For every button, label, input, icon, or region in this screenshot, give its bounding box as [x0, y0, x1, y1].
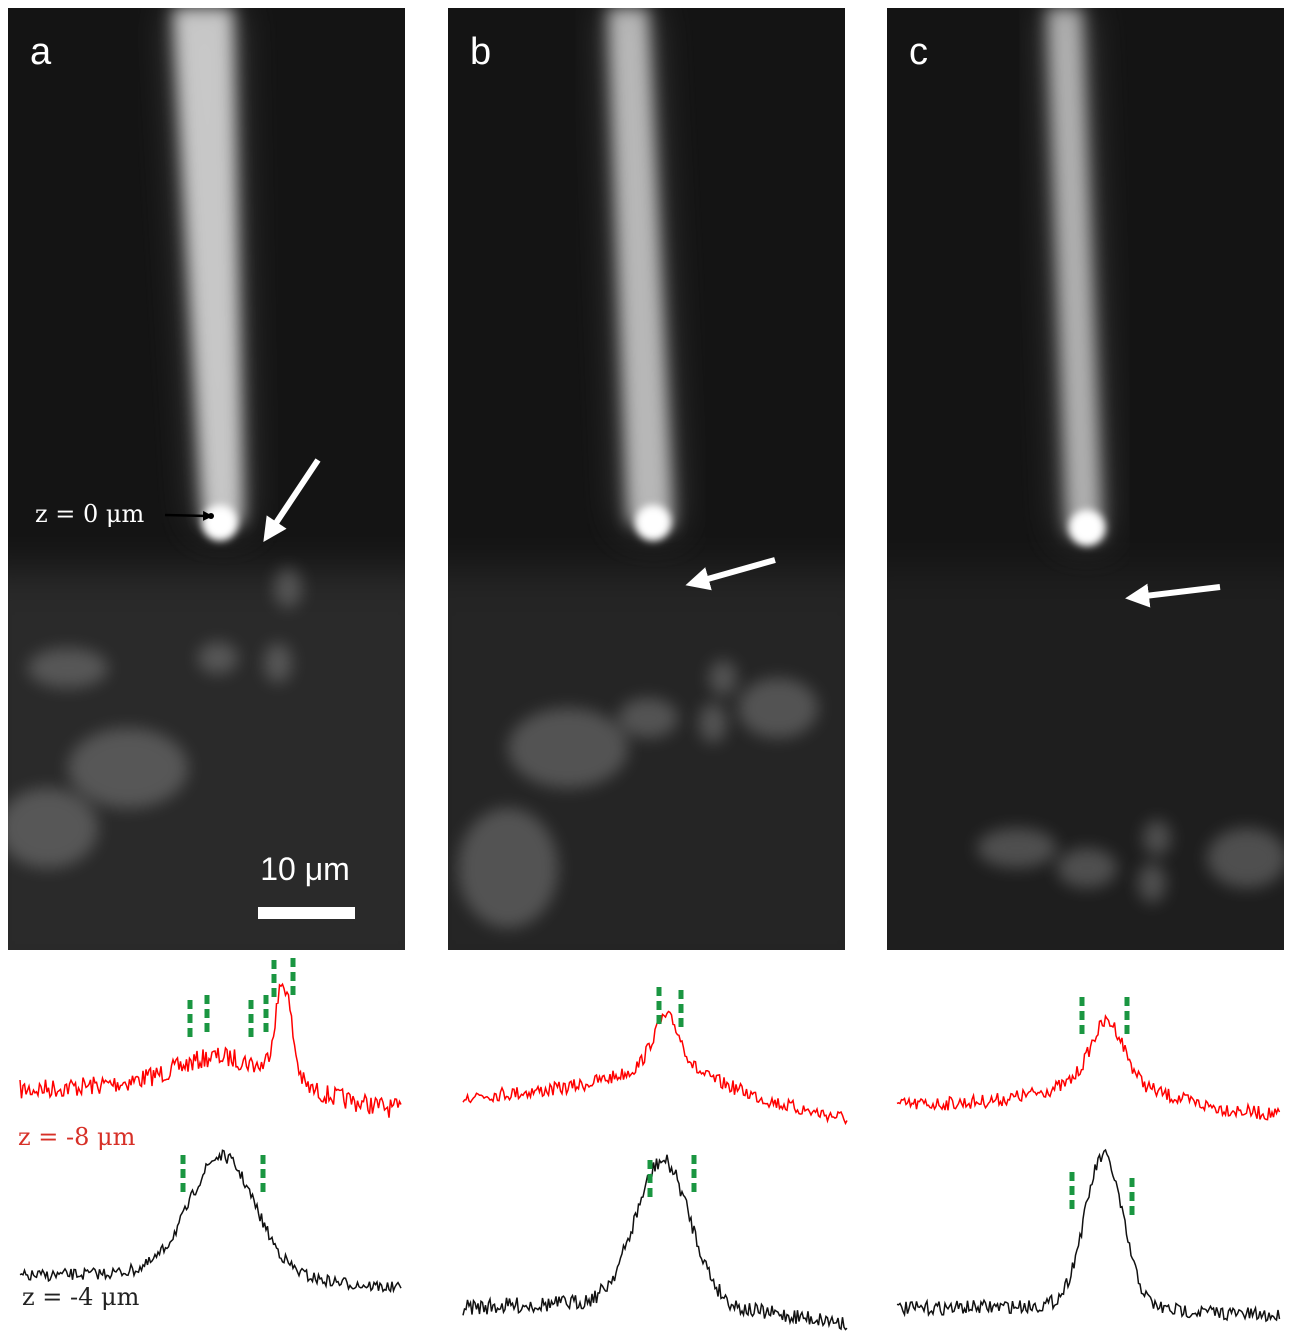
cell-blob — [738, 678, 818, 738]
image-panel: c — [887, 8, 1284, 950]
cell-blob — [1057, 848, 1117, 888]
annotation-arrow — [164, 510, 213, 521]
image-content — [8, 8, 405, 950]
cell-blob — [68, 728, 188, 808]
panel-label: a — [30, 31, 52, 73]
profile-trace — [19, 1149, 402, 1294]
haze — [448, 568, 845, 950]
image-content — [887, 8, 1284, 950]
image-panel: b — [448, 8, 845, 950]
panel-label: c — [909, 31, 928, 73]
cell-blob — [1143, 820, 1171, 856]
cell-blob — [1138, 863, 1166, 903]
haze — [8, 568, 405, 950]
image-panels: a b c — [8, 8, 1284, 950]
fiber — [173, 8, 243, 523]
arrow — [1125, 583, 1221, 608]
scale-bar-label: 10 μm — [260, 851, 350, 887]
cell-blob — [1207, 828, 1284, 888]
panel-label: b — [470, 31, 491, 73]
profiles — [19, 958, 1281, 1331]
profile-trace — [462, 1010, 848, 1126]
fiber-tip — [202, 505, 238, 541]
cell-blob — [274, 568, 302, 608]
fiber — [608, 8, 673, 528]
arrow — [685, 557, 776, 591]
image-content — [448, 8, 845, 950]
profile-trace — [19, 982, 402, 1118]
image-panel: a — [8, 8, 405, 950]
profile-trace — [896, 1148, 1281, 1323]
profile-trace — [462, 1154, 848, 1331]
black-profile-label: z = -4 μm — [22, 1283, 140, 1311]
arrow — [263, 458, 321, 542]
cell-blob — [977, 828, 1057, 868]
cell-blob — [709, 660, 737, 696]
fiber-tip — [635, 505, 671, 541]
haze — [887, 568, 1284, 950]
fiber — [1047, 8, 1102, 538]
scale-bar — [258, 907, 355, 919]
cell-blob — [8, 788, 98, 868]
annotation-dot — [208, 513, 214, 519]
cell-blob — [508, 708, 628, 788]
cell-blob — [699, 703, 727, 743]
cell-blob — [618, 698, 678, 738]
red-profile-label: z = -8 μm — [18, 1123, 136, 1151]
depth-annotation: z = 0 μm — [35, 500, 145, 528]
cell-blob — [28, 648, 108, 688]
cell-blob — [458, 808, 558, 928]
fiber-tip — [1069, 510, 1105, 546]
profile-trace — [896, 1013, 1281, 1121]
cell-blob — [198, 642, 238, 674]
cell-blob — [264, 643, 292, 683]
